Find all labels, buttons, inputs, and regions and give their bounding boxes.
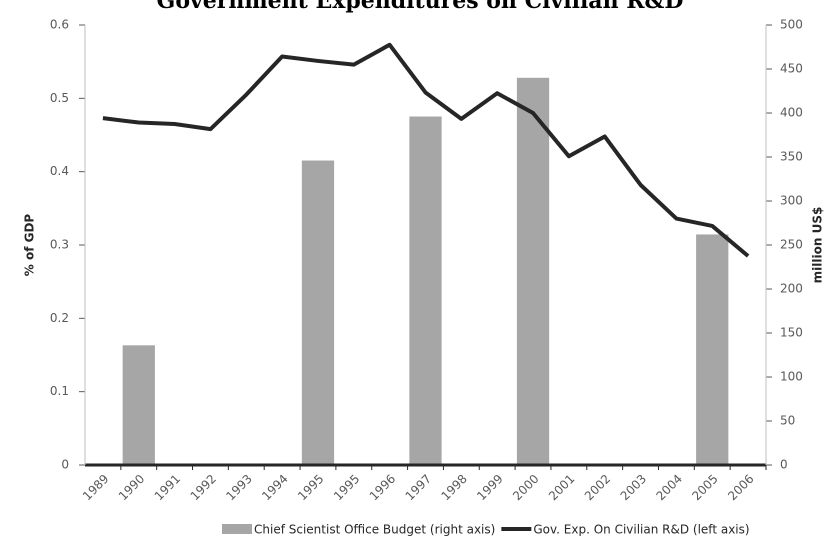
legend-label: Chief Scientist Office Budget (right axi… bbox=[254, 523, 495, 537]
y2-tick-label: 500 bbox=[780, 18, 803, 32]
x-tick-label: 1997 bbox=[403, 472, 434, 503]
x-tick-label: 1994 bbox=[259, 472, 290, 503]
y-tick-label: 0.6 bbox=[50, 18, 69, 32]
legend-swatch bbox=[222, 524, 252, 534]
x-tick-label: 1993 bbox=[223, 472, 254, 503]
x-tick-label: 2005 bbox=[689, 472, 720, 503]
y2-tick-label: 0 bbox=[780, 458, 788, 472]
y2-tick-label: 250 bbox=[780, 238, 803, 252]
bar bbox=[122, 345, 155, 465]
x-tick-label: 1996 bbox=[367, 472, 398, 503]
x-tick-label: 1999 bbox=[474, 472, 505, 503]
x-tick-label: 1998 bbox=[438, 472, 469, 503]
y2-tick-label: 100 bbox=[780, 370, 803, 384]
x-tick-label: 2006 bbox=[725, 472, 756, 503]
y2-tick-label: 450 bbox=[780, 62, 803, 76]
bar bbox=[516, 77, 550, 466]
chart-title: Government Expenditures on Civilian R&D bbox=[157, 0, 684, 14]
x-tick-label: 1990 bbox=[116, 472, 147, 503]
x-tick-label: 1995 bbox=[295, 472, 326, 503]
x-tick-label: 1989 bbox=[80, 472, 111, 503]
y2-tick-label: 50 bbox=[780, 414, 795, 428]
x-tick-label: 1991 bbox=[152, 472, 183, 503]
x-tick-label: 2004 bbox=[653, 472, 684, 503]
y2-axis-label: million US$ bbox=[811, 207, 825, 284]
y-tick-label: 0.5 bbox=[50, 91, 69, 105]
line bbox=[102, 42, 750, 258]
legend-label: Gov. Exp. On Civilian R&D (left axis) bbox=[533, 523, 749, 537]
y-tick-label: 0.2 bbox=[50, 311, 69, 325]
x-tick-label: 2000 bbox=[510, 472, 541, 503]
y2-tick-label: 350 bbox=[780, 150, 803, 164]
y-tick-label: 0.4 bbox=[50, 164, 69, 178]
x-tick-label: 1995 bbox=[331, 472, 362, 503]
y-tick-label: 0.1 bbox=[50, 384, 69, 398]
x-tick-label: 2003 bbox=[618, 472, 649, 503]
y-tick-label: 0 bbox=[61, 458, 69, 472]
y2-tick-label: 400 bbox=[780, 106, 803, 120]
bar bbox=[696, 234, 729, 465]
y2-tick-label: 300 bbox=[780, 194, 803, 208]
y-axis-label: % of GDP bbox=[23, 214, 37, 277]
y-tick-label: 0.3 bbox=[50, 238, 69, 252]
y2-tick-label: 150 bbox=[780, 326, 803, 340]
x-tick-label: 1992 bbox=[188, 472, 219, 503]
x-tick-label: 2001 bbox=[546, 472, 577, 503]
y2-tick-label: 200 bbox=[780, 282, 803, 296]
x-tick-label: 2002 bbox=[582, 472, 613, 503]
bar bbox=[301, 160, 335, 465]
bar bbox=[409, 116, 442, 466]
